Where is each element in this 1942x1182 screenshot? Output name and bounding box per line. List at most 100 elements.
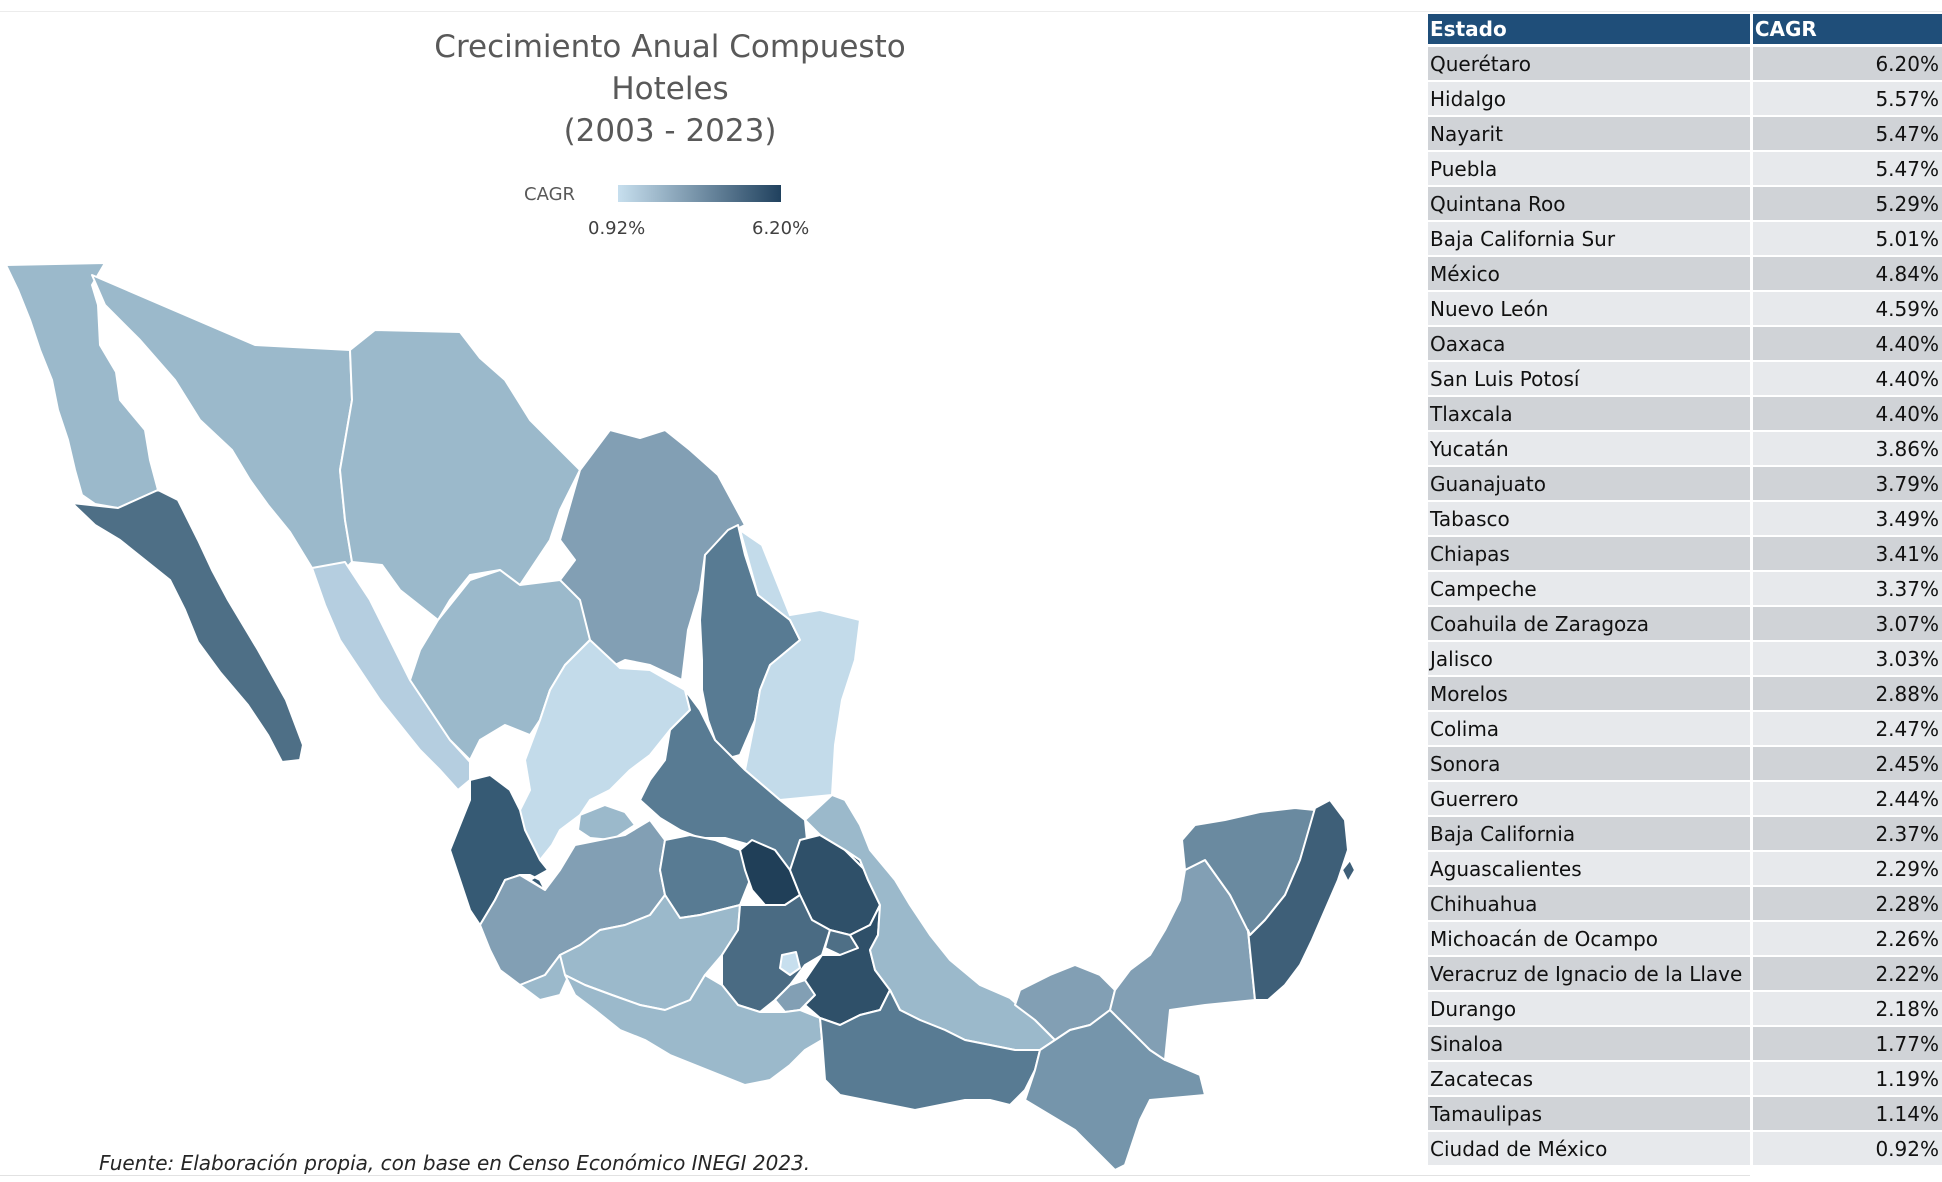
- state-name-cell: Yucatán: [1428, 431, 1753, 467]
- state-name-cell: Coahuila de Zaragoza: [1428, 606, 1753, 642]
- table-row: Querétaro 6.20%: [1428, 45, 1942, 82]
- state-chihuahua: [339, 329, 581, 621]
- cagr-value-cell: 2.45%: [1751, 746, 1942, 782]
- table-row: Colima 2.47%: [1428, 711, 1942, 747]
- cagr-value-cell: 5.29%: [1751, 186, 1942, 222]
- cagr-value-cell: 2.18%: [1751, 991, 1942, 1027]
- cagr-value-cell: 2.26%: [1751, 921, 1942, 957]
- state-nayarit: [449, 774, 549, 926]
- cagr-value-cell: 3.49%: [1751, 501, 1942, 537]
- table-row: Tabasco 3.49%: [1428, 501, 1942, 537]
- cagr-value-cell: 2.37%: [1751, 816, 1942, 852]
- legend-min-value: 0.92%: [588, 218, 646, 239]
- cagr-value-cell: 3.07%: [1751, 606, 1942, 642]
- cagr-value-cell: 5.47%: [1751, 151, 1942, 187]
- state-name-cell: Hidalgo: [1428, 81, 1753, 117]
- table-row: Puebla 5.47%: [1428, 151, 1942, 187]
- table-row: Baja California 2.37%: [1428, 816, 1942, 852]
- cagr-value-cell: 4.40%: [1751, 326, 1942, 362]
- cagr-value-cell: 4.40%: [1751, 361, 1942, 397]
- cagr-value-cell: 1.14%: [1751, 1096, 1942, 1132]
- state-name-cell: Ciudad de México: [1428, 1131, 1753, 1167]
- cagr-table-body: Querétaro 6.20% Hidalgo 5.57% Nayarit 5.47% Pu…: [1428, 45, 1942, 1167]
- table-row: San Luis Potosí 4.40%: [1428, 361, 1942, 397]
- table-row: Oaxaca 4.40%: [1428, 326, 1942, 362]
- state-quintana-roo: [1247, 799, 1349, 1001]
- state-name-cell: Guanajuato: [1428, 466, 1753, 502]
- table-row: Morelos 2.88%: [1428, 676, 1942, 712]
- state-name-cell: Quintana Roo: [1428, 186, 1753, 222]
- state-name-cell: Durango: [1428, 991, 1753, 1027]
- cagr-value-cell: 5.01%: [1751, 221, 1942, 257]
- table-row: Sonora 2.45%: [1428, 746, 1942, 782]
- table-row: Zacatecas 1.19%: [1428, 1061, 1942, 1097]
- state-name-cell: Campeche: [1428, 571, 1753, 607]
- cagr-value-cell: 2.47%: [1751, 711, 1942, 747]
- mexico-choropleth-map: [5, 262, 1356, 1171]
- table-row: México 4.84%: [1428, 256, 1942, 292]
- legend-max-value: 6.20%: [752, 218, 810, 239]
- state-name-cell: México: [1428, 256, 1753, 292]
- state-tamaulipas: [739, 529, 861, 801]
- state-name-cell: Sonora: [1428, 746, 1753, 782]
- map-title-line-3: (2003 - 2023): [563, 113, 777, 149]
- state-name-cell: Chiapas: [1428, 536, 1753, 572]
- table-row: Guanajuato 3.79%: [1428, 466, 1942, 502]
- cagr-value-cell: 2.44%: [1751, 781, 1942, 817]
- island-cozumel: [1341, 859, 1356, 883]
- state-name-cell: Tamaulipas: [1428, 1096, 1753, 1132]
- state-name-cell: Oaxaca: [1428, 326, 1753, 362]
- state-aguascalientes: [577, 804, 636, 841]
- table-row: Hidalgo 5.57%: [1428, 81, 1942, 117]
- cagr-table-header: Estado CAGR: [1428, 14, 1942, 47]
- header-cagr: CAGR: [1751, 14, 1942, 47]
- state-name-cell: Zacatecas: [1428, 1061, 1753, 1097]
- cagr-value-cell: 6.20%: [1751, 45, 1942, 82]
- cagr-value-cell: 3.86%: [1751, 431, 1942, 467]
- table-row: Coahuila de Zaragoza 3.07%: [1428, 606, 1942, 642]
- table-row: Durango 2.18%: [1428, 991, 1942, 1027]
- cagr-value-cell: 2.28%: [1751, 886, 1942, 922]
- state-name-cell: Veracruz de Ignacio de la Llave: [1428, 956, 1753, 992]
- state-name-cell: Michoacán de Ocampo: [1428, 921, 1753, 957]
- state-name-cell: Guerrero: [1428, 781, 1753, 817]
- table-row: Sinaloa 1.77%: [1428, 1026, 1942, 1062]
- table-row: Nayarit 5.47%: [1428, 116, 1942, 152]
- cagr-value-cell: 1.77%: [1751, 1026, 1942, 1062]
- top-rule: [0, 11, 1942, 12]
- cagr-value-cell: 2.22%: [1751, 956, 1942, 992]
- table-row: Tlaxcala 4.40%: [1428, 396, 1942, 432]
- state-name-cell: Sinaloa: [1428, 1026, 1753, 1062]
- state-name-cell: Aguascalientes: [1428, 851, 1753, 887]
- state-name-cell: Puebla: [1428, 151, 1753, 187]
- table-row: Yucatán 3.86%: [1428, 431, 1942, 467]
- table-row: Chihuahua 2.28%: [1428, 886, 1942, 922]
- state-baja-california-sur: [71, 489, 304, 763]
- state-name-cell: Jalisco: [1428, 641, 1753, 677]
- header-state: Estado: [1428, 14, 1753, 47]
- state-chiapas: [1024, 1009, 1206, 1171]
- table-row: Nuevo León 4.59%: [1428, 291, 1942, 327]
- cagr-value-cell: 4.59%: [1751, 291, 1942, 327]
- state-sinaloa: [311, 561, 471, 791]
- state-san-luis-potosi: [639, 689, 809, 871]
- cagr-value-cell: 2.29%: [1751, 851, 1942, 887]
- cagr-value-cell: 3.41%: [1751, 536, 1942, 572]
- state-name-cell: Chihuahua: [1428, 886, 1753, 922]
- cagr-value-cell: 3.37%: [1751, 571, 1942, 607]
- cagr-value-cell: 3.79%: [1751, 466, 1942, 502]
- cagr-value-cell: 1.19%: [1751, 1061, 1942, 1097]
- bottom-rule: [0, 1175, 1750, 1176]
- cagr-value-cell: 4.40%: [1751, 396, 1942, 432]
- source-note: Fuente: Elaboración propia, con base en …: [99, 1151, 811, 1175]
- cagr-table: Estado CAGR Querétaro 6.20% Hidalgo 5.57% Na…: [1428, 14, 1942, 1167]
- table-row: Quintana Roo 5.29%: [1428, 186, 1942, 222]
- state-name-cell: Tabasco: [1428, 501, 1753, 537]
- table-row: Jalisco 3.03%: [1428, 641, 1942, 677]
- table-row: Guerrero 2.44%: [1428, 781, 1942, 817]
- map-title-line-2: Hoteles: [611, 71, 729, 107]
- table-row: Campeche 3.37%: [1428, 571, 1942, 607]
- state-mexico: [721, 894, 831, 1013]
- state-name-cell: Morelos: [1428, 676, 1753, 712]
- map-title-line-1: Crecimiento Anual Compuesto: [434, 29, 906, 65]
